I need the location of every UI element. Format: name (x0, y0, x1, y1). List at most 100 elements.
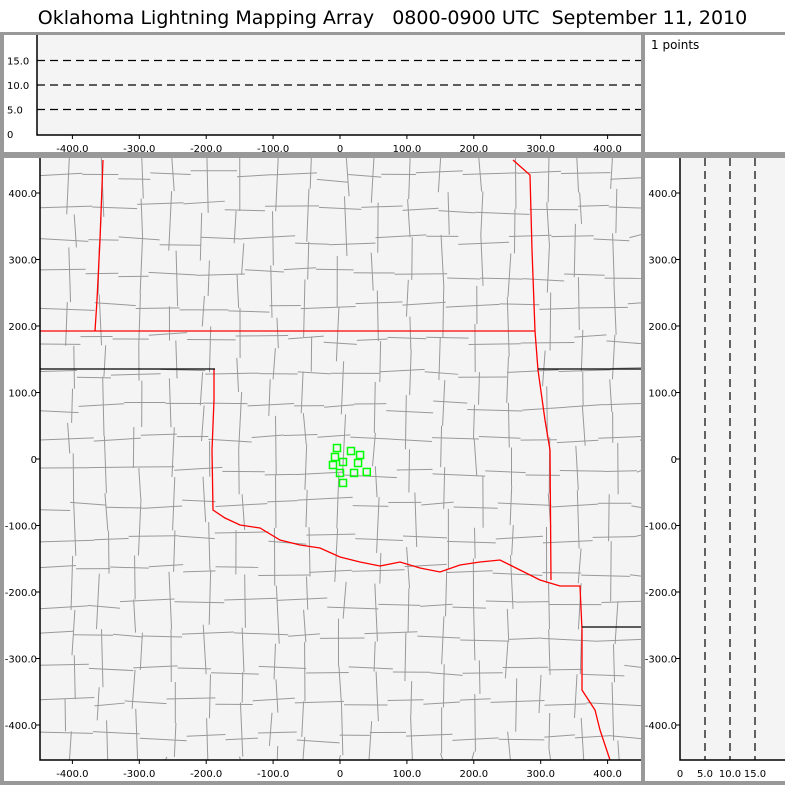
county-line (39, 172, 83, 177)
county-line (241, 672, 244, 703)
map-y-tick: 300.0 (8, 256, 37, 267)
county-line (404, 395, 407, 450)
county-line (323, 341, 357, 345)
county-line (93, 437, 141, 442)
county-line (300, 371, 304, 414)
county-line (324, 404, 355, 408)
county-line (203, 402, 248, 405)
county-line (375, 671, 379, 722)
map-x-tick: -300.0 (123, 769, 155, 780)
altitude-x-tick: -300.0 (123, 144, 155, 155)
county-line (372, 432, 376, 467)
side-y-tick: -100.0 (645, 522, 677, 533)
county-line (460, 639, 510, 642)
county-line (182, 499, 216, 503)
county-line (375, 234, 427, 239)
county-line (174, 601, 225, 604)
county-line (329, 242, 376, 246)
altitude-x-tick: 200.0 (459, 144, 488, 155)
county-line (424, 371, 459, 375)
county-line (582, 673, 625, 677)
map-y-tick: -400.0 (5, 721, 37, 732)
county-line (442, 288, 445, 338)
altitude-x-tick: 300.0 (526, 144, 555, 155)
county-line (631, 505, 642, 508)
state-border (211, 369, 611, 761)
county-line (387, 336, 427, 340)
county-line (342, 414, 347, 474)
county-line (475, 211, 530, 215)
county-line (421, 501, 454, 506)
county-line (214, 531, 269, 534)
county-line (139, 236, 144, 294)
county-line (141, 157, 144, 199)
side-y-tick: 200.0 (648, 322, 677, 333)
county-line (558, 369, 611, 372)
county-line (374, 583, 378, 642)
county-line (228, 310, 270, 313)
county-line (574, 334, 607, 338)
county-line (490, 699, 545, 703)
county-line (610, 177, 642, 180)
county-line (247, 402, 295, 407)
county-line (88, 667, 134, 672)
county-line (303, 609, 307, 643)
map-x-tick: 300.0 (526, 769, 555, 780)
county-line (538, 674, 542, 714)
altitude-x-tick: -200.0 (190, 144, 222, 155)
county-line (478, 436, 521, 439)
county-line (73, 655, 76, 700)
county-line (539, 307, 576, 310)
county-line (96, 687, 100, 721)
county-line (309, 157, 312, 189)
county-line (103, 435, 107, 494)
county-line (316, 178, 349, 183)
county-line (140, 198, 144, 237)
county-line (549, 292, 552, 351)
county-line (98, 294, 103, 346)
county-line (120, 598, 175, 603)
county-line (336, 473, 340, 529)
county-line (70, 501, 107, 506)
side-y-tick: -200.0 (645, 588, 677, 599)
county-line (171, 157, 175, 192)
county-line (348, 173, 382, 178)
county-line (302, 736, 306, 761)
county-line (522, 278, 565, 282)
county-line (208, 326, 212, 373)
county-line (73, 634, 114, 636)
county-line (39, 565, 77, 569)
county-line (233, 210, 237, 244)
county-line (430, 672, 463, 676)
county-line (405, 279, 409, 317)
county-line (559, 469, 605, 472)
county-line (202, 476, 207, 523)
map-y-tick: 100.0 (8, 389, 37, 400)
county-line (224, 209, 266, 212)
side-x-tick: 5.0 (697, 769, 713, 780)
county-line (373, 381, 376, 433)
county-line (581, 405, 586, 446)
county-line (71, 388, 74, 423)
county-line (168, 571, 173, 630)
county-line (173, 722, 177, 757)
county-line (208, 674, 211, 719)
county-line (66, 157, 70, 215)
county-line (522, 406, 567, 411)
county-line (541, 637, 595, 642)
county-line (402, 301, 446, 306)
county-line (604, 470, 637, 472)
county-line (304, 444, 308, 490)
county-line (406, 733, 453, 737)
county-line (236, 274, 240, 309)
altitude-y-tick: 10.0 (7, 81, 29, 92)
county-line (104, 493, 109, 531)
county-line (478, 157, 483, 192)
county-line (239, 702, 244, 757)
county-line (168, 191, 173, 251)
county-line (411, 237, 413, 280)
county-line (241, 243, 245, 275)
lightning-source-point (332, 443, 342, 453)
county-line (201, 236, 243, 240)
